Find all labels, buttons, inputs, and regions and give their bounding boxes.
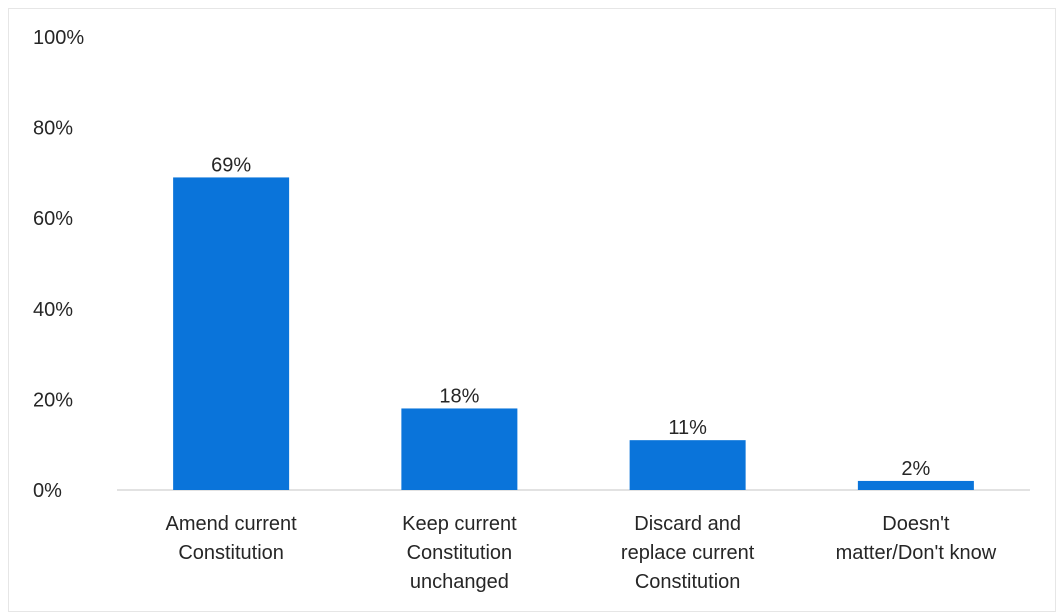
category-label: Discard and replace current Constitution [621,513,755,593]
y-tick-label: 80% [33,118,73,140]
data-label: 11% [668,417,707,439]
y-tick-label: 100% [33,27,84,49]
category-label-line: unchanged [410,571,509,593]
y-tick-label: 40% [33,299,73,321]
category-label-line: Constitution [407,542,513,564]
category-label-line: replace current [621,542,755,564]
data-label: 18% [439,385,479,407]
bar [857,480,974,490]
category-label-line: Constitution [635,571,741,593]
category-label-line: Constitution [178,542,284,564]
data-label: 2% [901,458,930,480]
y-tick-label: 0% [33,480,62,502]
bar [629,440,746,490]
bar [173,177,290,490]
y-tick-label: 60% [33,208,73,230]
category-label: Amend current Constitution [166,513,298,564]
category-label-line: Keep current [402,513,517,535]
category-label: Keep current Constitution unchanged [402,513,517,593]
category-label-line: Discard and [634,513,741,535]
bar [401,408,518,490]
data-label: 69% [211,154,251,176]
category-label-line: matter/Don't know [836,542,997,564]
category-label-line: Doesn't [882,513,950,535]
category-label: Doesn't matter/Don't know [836,513,997,564]
y-tick-label: 20% [33,389,73,411]
category-label-line: Amend current [166,513,298,535]
